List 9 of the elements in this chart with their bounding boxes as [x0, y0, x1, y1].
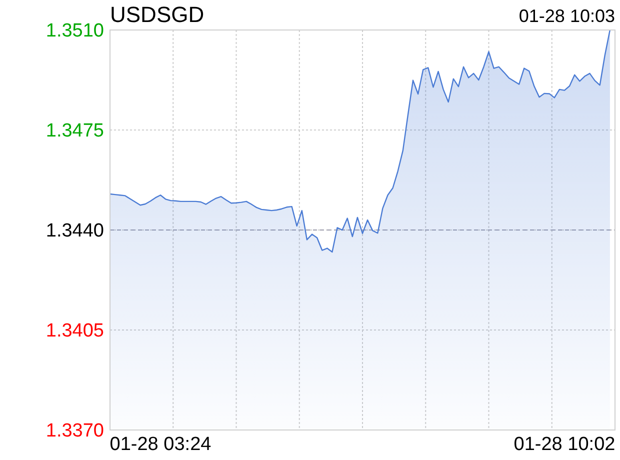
x-tick-label: 01-28 03:24 [110, 434, 212, 455]
y-tick-label: 1.3405 [46, 320, 104, 342]
y-tick-label: 1.3370 [46, 420, 104, 442]
text: 01-28 10:03 [518, 6, 615, 26]
chart-title: USDSGD [110, 2, 204, 27]
x-tick-label: 01-28 10:02 [514, 434, 616, 455]
y-tick-label: 1.3440 [46, 220, 104, 242]
y-tick-label: 1.3510 [46, 20, 104, 42]
y-tick-label: 1.3475 [46, 120, 104, 142]
